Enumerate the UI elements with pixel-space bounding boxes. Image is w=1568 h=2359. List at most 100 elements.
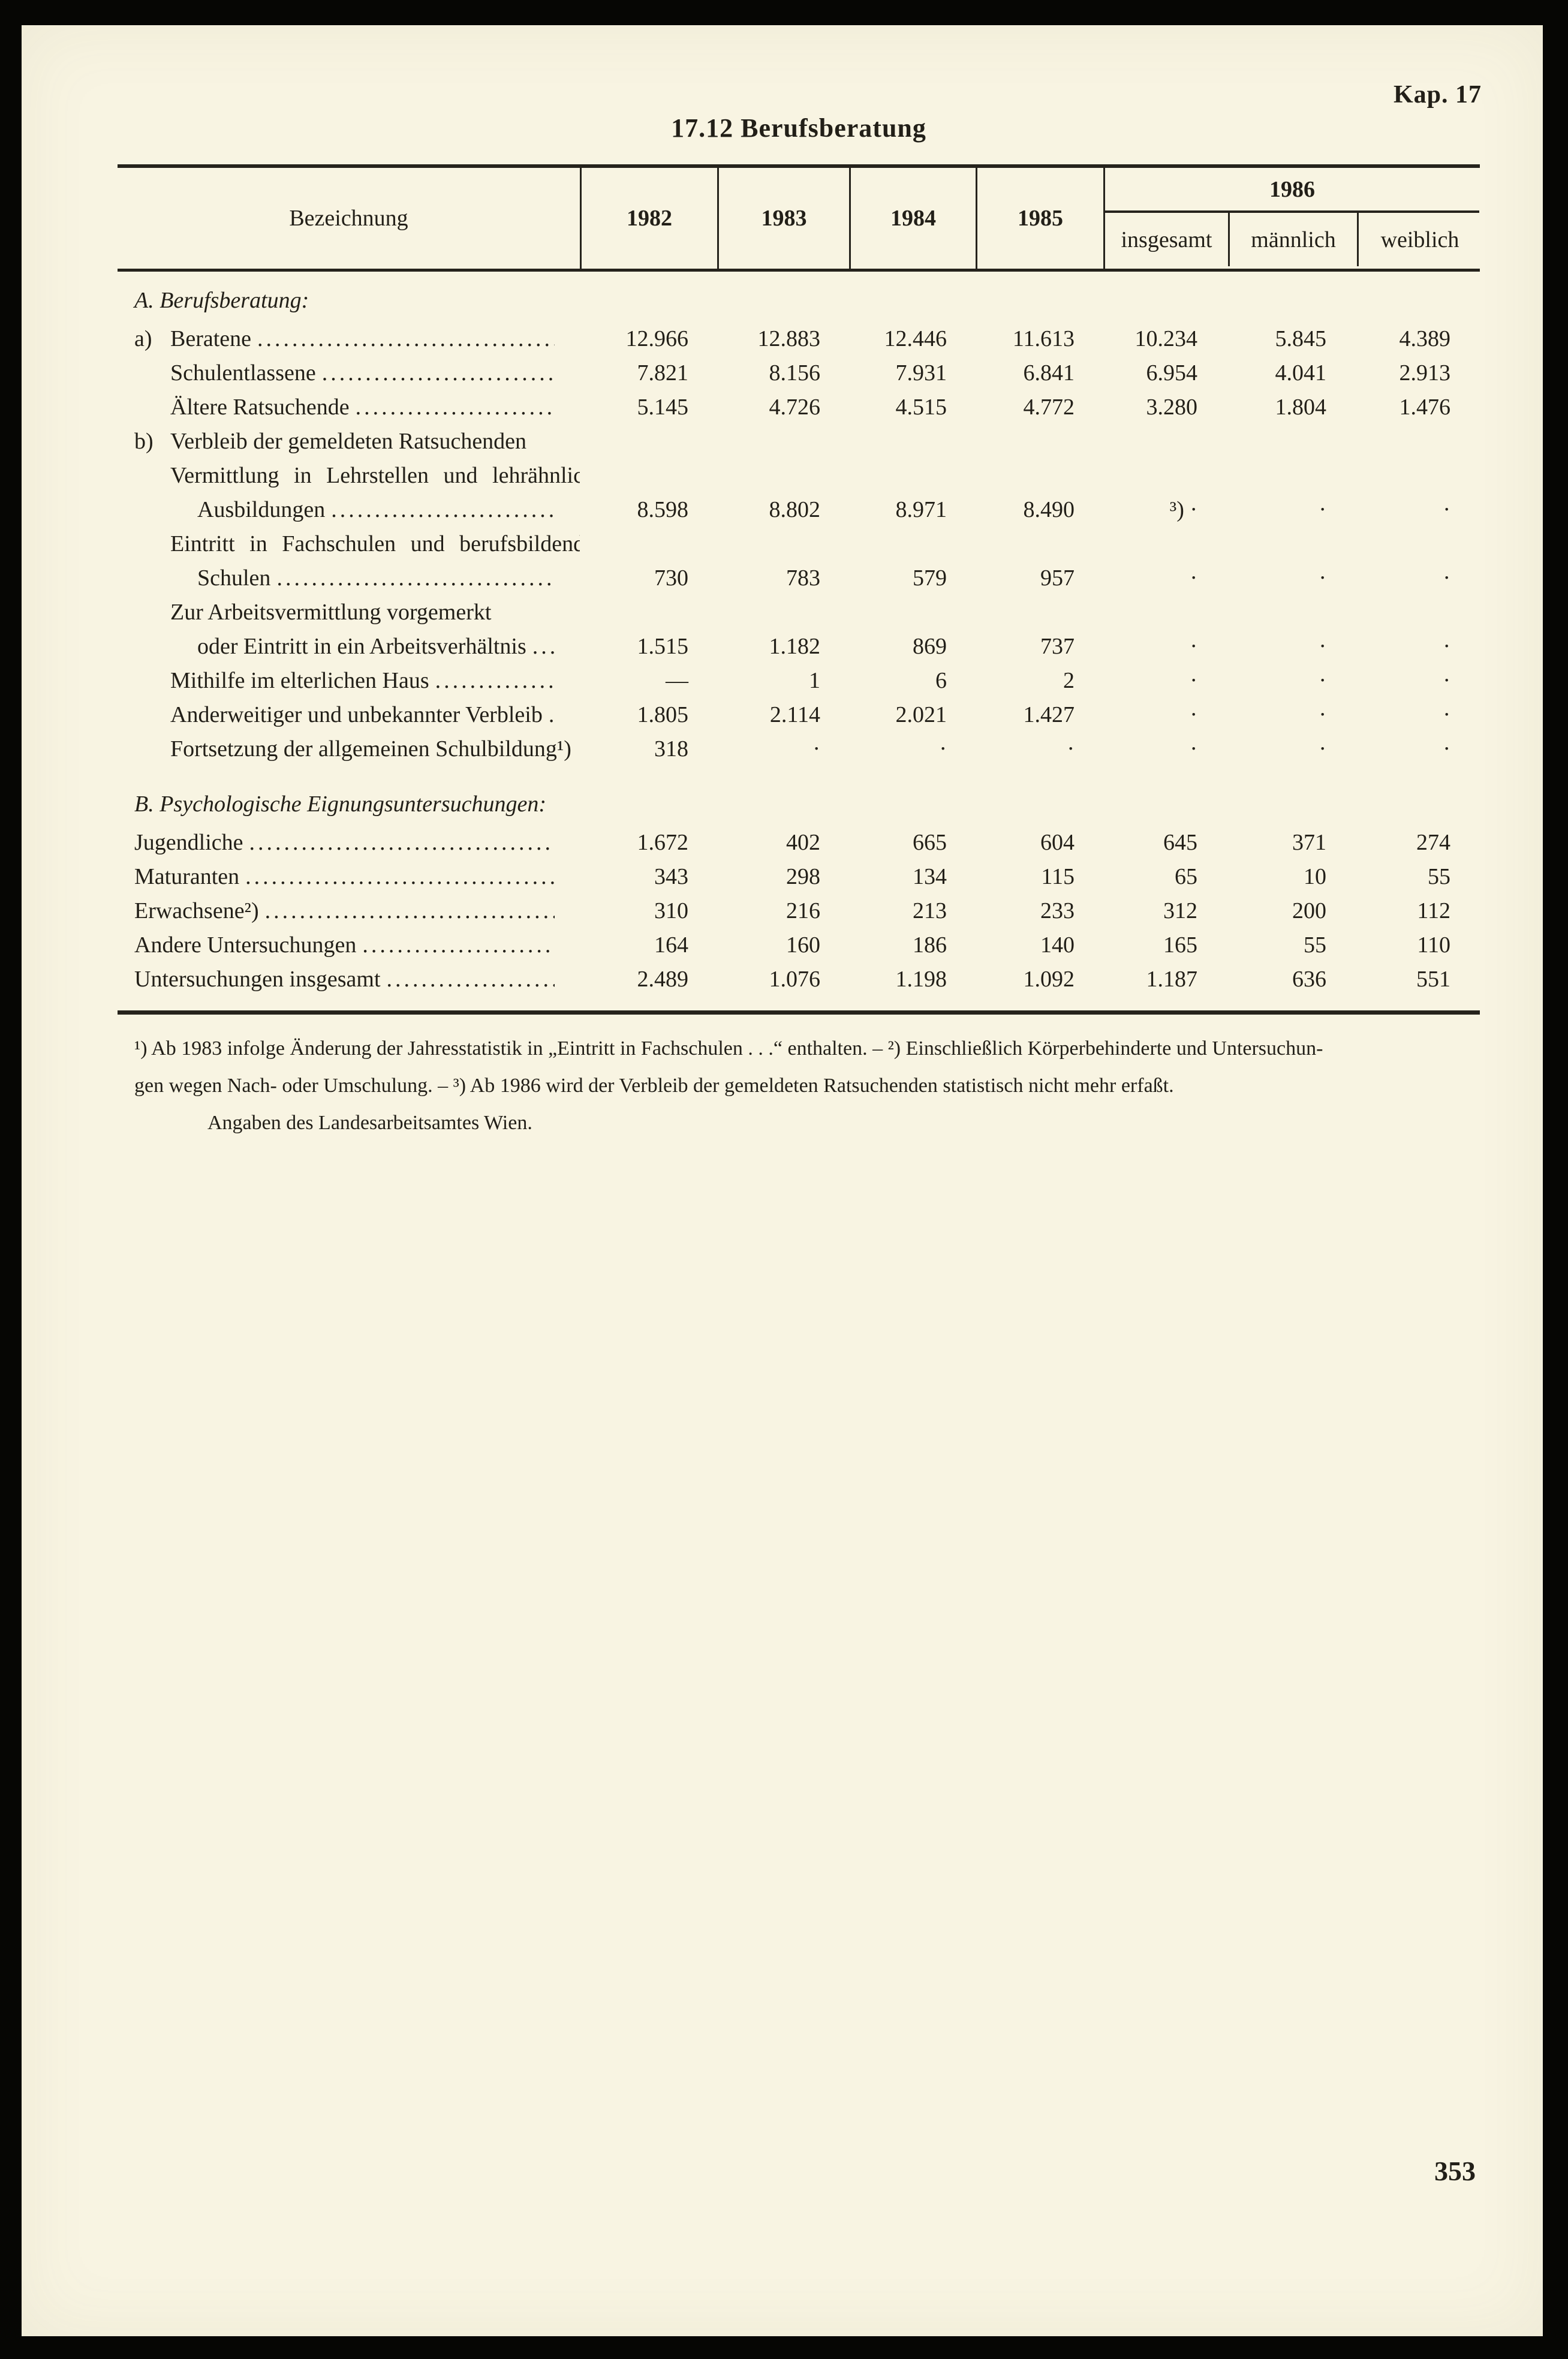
leader-dots xyxy=(387,966,555,992)
value-cell: 2.489 xyxy=(637,966,689,992)
col-header-1984: 1984 xyxy=(849,168,976,269)
value-cell: 551 xyxy=(1416,966,1450,992)
value-cell: 1.804 xyxy=(1275,394,1327,420)
value-cell: 274 xyxy=(1416,829,1450,855)
row-label-cell: b) Verbleib der gemeldeten Ratsuchenden xyxy=(118,428,580,455)
value-cell: 12.883 xyxy=(757,326,821,351)
value-cell: 6 xyxy=(935,667,947,693)
row-label-cell: Fortsetzung der allgemeinen Schulbildung… xyxy=(118,736,580,762)
value-cell: 216 xyxy=(786,898,820,923)
table-row: Untersuchungen insgesamt 2.489 1.076 1.198 1… xyxy=(118,962,1480,996)
value-cell: 110 xyxy=(1417,932,1450,958)
row-prefix: b) xyxy=(134,428,154,454)
footnotes: ¹) Ab 1983 infolge Änderung der Jahresst… xyxy=(118,1030,1480,1142)
value-cell: · xyxy=(1319,736,1326,762)
leader-dots xyxy=(265,898,555,924)
table-row: Maturanten 343 298 134 115 65 10 55 xyxy=(118,859,1480,893)
value-cell: ³) · xyxy=(1169,497,1197,522)
leader-dots xyxy=(362,932,555,958)
leader-dots xyxy=(356,394,555,420)
row-label: oder Eintritt in ein Arbeitsverhältnis xyxy=(197,633,526,659)
leader-dots xyxy=(549,702,555,728)
leader-dots xyxy=(331,497,555,523)
row-label: Jugendliche xyxy=(134,829,243,855)
value-cell: 343 xyxy=(654,863,688,889)
value-cell: 730 xyxy=(654,565,688,591)
row-label-cell: Vermittlung in Lehrstellen und lehrähnli… xyxy=(118,462,580,489)
row-label: Ältere Ratsuchende xyxy=(170,394,350,420)
value-cell: 8.598 xyxy=(637,497,689,522)
row-label: Untersuchungen insgesamt xyxy=(134,966,381,992)
row-label-cell: oder Eintritt in ein Arbeitsverhältnis xyxy=(118,633,580,660)
value-cell: · xyxy=(939,736,947,762)
value-cell: 318 xyxy=(654,736,688,762)
value-cell: 1.187 xyxy=(1146,966,1198,992)
leader-dots xyxy=(276,565,555,591)
table-body: A. Berufsberatung: a) Beratene 12.966 12.883… xyxy=(118,272,1480,1015)
value-cell: 402 xyxy=(786,829,820,855)
value-cell: 4.772 xyxy=(1023,394,1075,420)
value-cell: · xyxy=(1319,702,1326,727)
value-cell: 2.114 xyxy=(769,702,820,727)
value-cell: 636 xyxy=(1292,966,1326,992)
value-cell: 312 xyxy=(1163,898,1197,923)
value-cell: · xyxy=(1190,667,1197,693)
value-cell: · xyxy=(1067,736,1075,762)
table-row: Anderweitiger und unbekannter Verbleib 1.… xyxy=(118,697,1480,732)
value-cell: 4.726 xyxy=(769,394,821,420)
value-cell: · xyxy=(1443,667,1450,693)
col-group-1986: 1986 insgesamt männlich weiblich xyxy=(1103,168,1479,269)
value-cell: 55 xyxy=(1304,932,1326,958)
document-page: Kap. 17 17.12 Berufsberatung Bezeichnung… xyxy=(22,25,1543,2336)
value-cell: 6.954 xyxy=(1146,360,1198,386)
value-cell: 12.446 xyxy=(884,326,947,351)
value-cell: 2.913 xyxy=(1399,360,1451,386)
value-cell: 4.041 xyxy=(1275,360,1327,386)
row-label-cell: Eintritt in Fachschulen und berufsbilden… xyxy=(118,531,580,557)
leader-dots xyxy=(245,863,555,890)
value-cell: 371 xyxy=(1292,829,1326,855)
value-cell: 55 xyxy=(1428,863,1450,889)
row-label-cell: Schulentlassene xyxy=(118,360,580,386)
value-cell: 1.515 xyxy=(637,633,689,659)
value-cell: 65 xyxy=(1175,863,1197,889)
value-cell: 1.182 xyxy=(769,633,821,659)
value-cell: 7.931 xyxy=(895,360,947,386)
value-cell: 869 xyxy=(913,633,947,659)
table-header: Bezeichnung 1982 1983 1984 1985 1986 ins… xyxy=(118,164,1480,272)
row-label: Maturanten xyxy=(134,863,240,889)
row-label-cell: Mithilfe im elterlichen Haus xyxy=(118,667,580,694)
row-label: Ausbildungen xyxy=(197,497,326,522)
row-label: Andere Untersuchungen xyxy=(134,932,357,958)
leader-dots xyxy=(249,829,555,856)
table-row: Andere Untersuchungen 164 160 186 140 165 55 11… xyxy=(118,928,1480,962)
value-cell: · xyxy=(1190,736,1197,762)
table-row: Fortsetzung der allgemeinen Schulbildung… xyxy=(118,732,1480,766)
col-header-maennlich: männlich xyxy=(1228,213,1357,266)
table-row: Eintritt in Fachschulen und berufsbilden… xyxy=(118,526,1480,561)
table-row: Vermittlung in Lehrstellen und lehrähnli… xyxy=(118,458,1480,492)
table-row: Schulen 730 783 579 957 · · · xyxy=(118,561,1480,595)
value-cell: 665 xyxy=(913,829,947,855)
table-row: b) Verbleib der gemeldeten Ratsuchenden xyxy=(118,424,1480,458)
value-cell: 233 xyxy=(1040,898,1075,923)
value-cell: 310 xyxy=(654,898,688,923)
col-header-1982: 1982 xyxy=(580,168,717,269)
value-cell: 2.021 xyxy=(895,702,947,727)
value-cell: · xyxy=(1319,565,1326,591)
row-label-cell: Ältere Ratsuchende xyxy=(118,394,580,420)
table-row: Erwachsene²) 310 216 213 233 312 200 112 xyxy=(118,893,1480,928)
row-label: Anderweitiger und unbekannter Verbleib xyxy=(170,702,543,727)
page-title: 17.12 Berufsberatung xyxy=(671,113,926,143)
section-heading-label: B. Psychologische Eignungsuntersuchungen… xyxy=(134,792,547,817)
row-label: Eintritt in Fachschulen und berufsbilden… xyxy=(170,531,580,556)
leader-dots xyxy=(257,326,555,352)
value-cell: 140 xyxy=(1040,932,1075,958)
value-cell: · xyxy=(1443,702,1450,727)
table-row: Jugendliche 1.672 402 665 604 645 371 274 xyxy=(118,825,1480,859)
value-cell: 10.234 xyxy=(1134,326,1198,351)
value-cell: 213 xyxy=(913,898,947,923)
section-heading: A. Berufsberatung: xyxy=(118,287,1480,321)
footnote-line-1: ¹) Ab 1983 infolge Änderung der Jahresst… xyxy=(134,1037,1323,1060)
chapter-label: Kap. 17 xyxy=(1393,81,1482,109)
